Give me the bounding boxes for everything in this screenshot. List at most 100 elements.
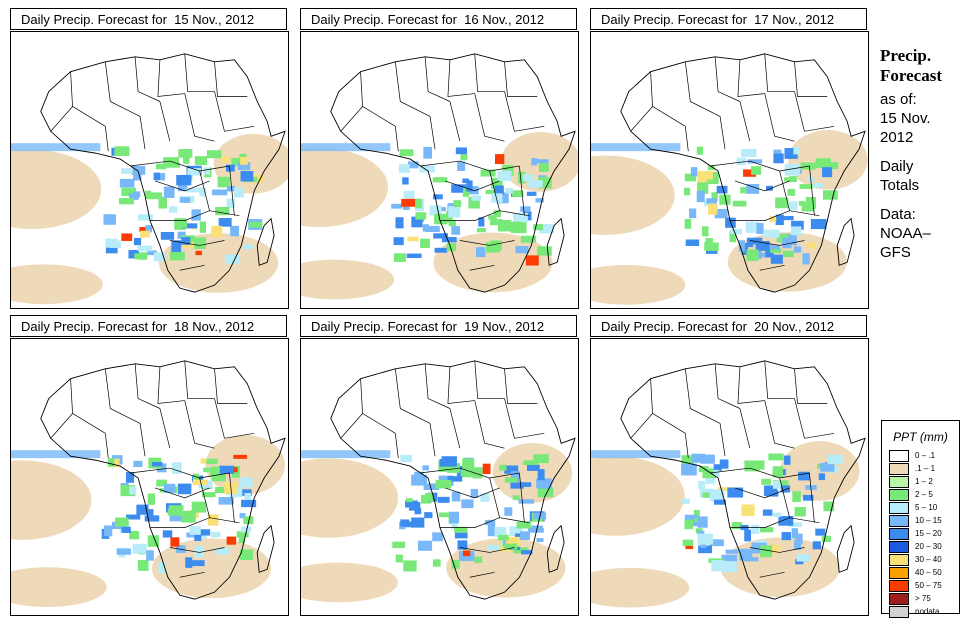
- country-border: [134, 56, 161, 102]
- rain-cell: [169, 251, 185, 261]
- rain-cell: [405, 521, 416, 528]
- country-border: [184, 53, 215, 92]
- rain-cell: [203, 167, 210, 175]
- rain-cell: [146, 550, 154, 561]
- rain-cell: [790, 226, 802, 236]
- rain-cell: [510, 471, 520, 483]
- rain-cell: [690, 167, 698, 177]
- rain-cell: [520, 531, 530, 540]
- rain-cell: [745, 221, 759, 233]
- country-border: [179, 264, 205, 271]
- country-border: [340, 106, 363, 132]
- rain-cell: [795, 533, 803, 545]
- country-border: [809, 472, 815, 523]
- rain-cell: [751, 524, 760, 534]
- country-border: [157, 366, 185, 404]
- rain-cell: [700, 542, 707, 548]
- rain-cell: [441, 236, 457, 243]
- rain-cell: [206, 150, 222, 159]
- rain-cell: [713, 464, 722, 471]
- rain-cell: [685, 544, 694, 550]
- country-border: [734, 487, 790, 499]
- info-heading: Forecast: [880, 66, 942, 85]
- rain-cell: [233, 454, 248, 459]
- rain-cell: [218, 218, 232, 227]
- rain-cell: [741, 504, 755, 516]
- rain-cell: [152, 461, 163, 467]
- country-border: [794, 398, 835, 439]
- country-border: [184, 93, 215, 142]
- dry-area: [11, 149, 102, 229]
- rain-cell: [793, 146, 800, 155]
- rain-cell: [519, 482, 532, 487]
- rain-cell: [475, 247, 486, 258]
- country-border: [749, 547, 805, 553]
- rain-cell: [537, 469, 545, 481]
- rain-cell: [681, 463, 697, 476]
- rain-cell: [802, 253, 810, 265]
- rain-cell: [126, 514, 141, 520]
- dry-area: [213, 133, 288, 194]
- legend-swatch: [889, 579, 909, 592]
- legend-item: nodata: [889, 605, 959, 618]
- rain-cell: [770, 544, 781, 553]
- rain-cell: [538, 177, 552, 189]
- legend-swatch: [889, 449, 909, 462]
- rain-cell: [504, 465, 519, 474]
- rain-cell: [770, 248, 782, 253]
- rain-cell: [441, 456, 457, 467]
- rain-cell: [504, 477, 518, 483]
- rain-band: [591, 143, 681, 152]
- rain-cell: [403, 560, 417, 572]
- forecast-info: Precip. Forecast as of: 15 Nov. 2012 Dai…: [880, 46, 965, 262]
- rain-cell: [531, 158, 538, 166]
- rain-cell: [192, 560, 205, 567]
- country-border: [439, 517, 530, 528]
- rain-cell: [226, 536, 237, 545]
- country-border: [179, 571, 205, 578]
- rain-cell: [147, 509, 154, 517]
- rain-cell: [466, 180, 473, 192]
- rain-cell: [194, 529, 211, 536]
- rain-cell: [823, 190, 838, 200]
- rain-cell: [238, 532, 245, 544]
- rain-cell: [132, 543, 147, 554]
- rain-cell: [516, 521, 531, 529]
- rain-cell: [121, 187, 136, 197]
- rain-cell: [408, 502, 421, 511]
- rain-cell: [178, 219, 188, 228]
- country-border: [104, 61, 141, 117]
- rain-cell: [798, 201, 806, 206]
- rain-cell: [765, 245, 774, 258]
- rain-cell: [696, 190, 705, 203]
- legend-label: 40 – 50: [915, 568, 942, 577]
- rain-cell: [211, 470, 226, 482]
- rain-cell: [435, 479, 452, 489]
- country-border: [159, 408, 171, 449]
- rain-cell: [215, 206, 230, 216]
- country-border: [159, 101, 171, 142]
- rain-cell: [224, 254, 241, 264]
- rain-cell: [476, 228, 486, 233]
- rain-cell: [538, 163, 549, 172]
- rain-cell: [823, 501, 835, 512]
- rain-cell: [451, 522, 458, 530]
- rain-cell: [215, 547, 230, 555]
- rain-cell: [414, 508, 422, 515]
- rain-cell: [156, 479, 168, 487]
- rain-cell: [766, 490, 779, 497]
- rain-cell: [137, 559, 149, 571]
- country-border: [154, 180, 210, 192]
- rain-cell: [523, 460, 539, 465]
- country-border: [149, 517, 240, 528]
- country-border: [149, 210, 240, 221]
- rain-cell: [447, 463, 460, 473]
- rain-cell: [401, 198, 416, 207]
- rain-cell: [700, 454, 715, 464]
- data-source: GFS: [880, 244, 911, 261]
- dry-area: [301, 259, 395, 300]
- rain-cell: [240, 489, 252, 496]
- country-border: [157, 59, 185, 97]
- rain-cell: [226, 164, 235, 172]
- country-border: [139, 116, 146, 150]
